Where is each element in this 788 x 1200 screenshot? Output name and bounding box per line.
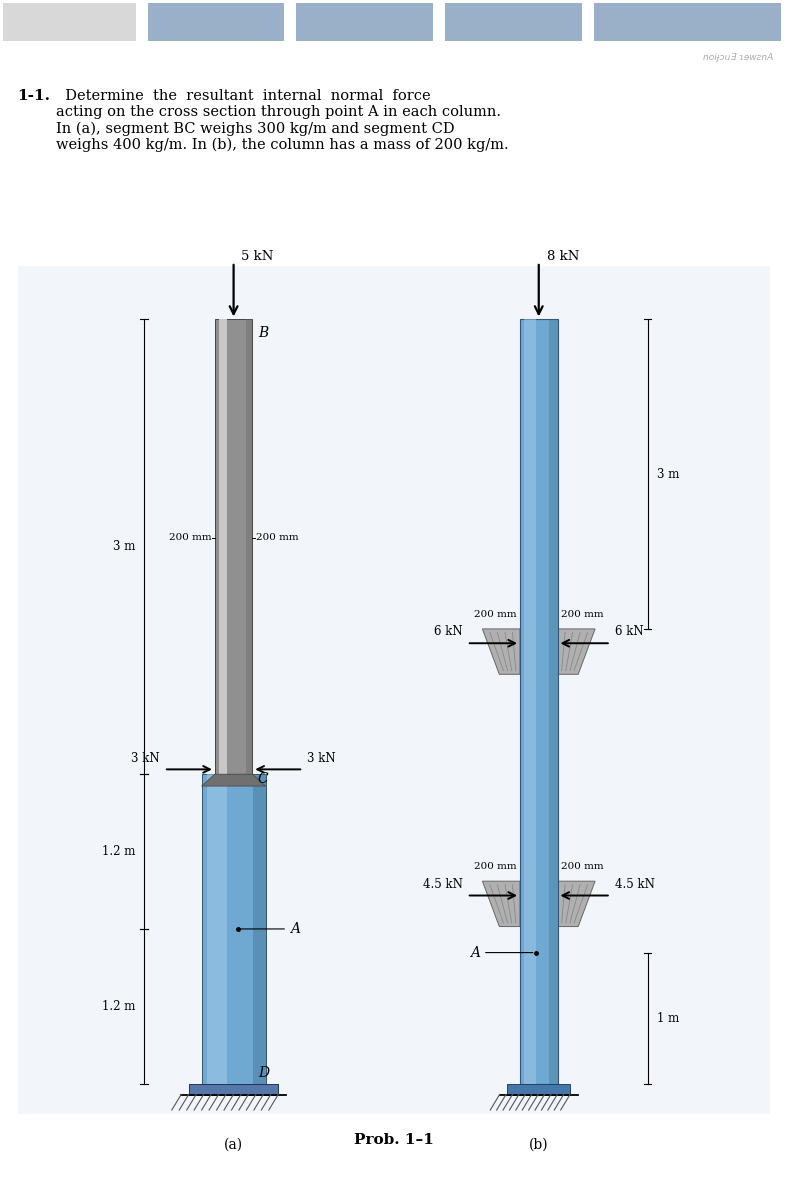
Text: 3 kN: 3 kN [307, 751, 336, 764]
Text: 4.5 kN: 4.5 kN [423, 877, 463, 890]
Text: 200 mm: 200 mm [474, 863, 517, 871]
FancyBboxPatch shape [593, 2, 782, 41]
Text: C: C [258, 772, 269, 786]
Text: Prob. 1–1: Prob. 1–1 [354, 1133, 434, 1147]
Text: 5 kN: 5 kN [241, 250, 273, 263]
Polygon shape [507, 1084, 570, 1094]
Text: noiɟɔuƎ ɿɘwƨnA: noiɟɔuƎ ɿɘwƨnA [703, 53, 774, 62]
FancyBboxPatch shape [296, 2, 433, 41]
Text: A: A [240, 922, 300, 936]
Text: 8 kN: 8 kN [547, 250, 579, 263]
Polygon shape [558, 881, 595, 926]
Text: 6 kN: 6 kN [434, 625, 463, 638]
Text: D: D [258, 1066, 269, 1080]
FancyBboxPatch shape [445, 2, 582, 41]
Text: Determine  the  resultant  internal  normal  force
acting on the cross section t: Determine the resultant internal normal … [56, 89, 508, 152]
Text: 3 m: 3 m [657, 468, 679, 481]
Text: 1.2 m: 1.2 m [102, 845, 135, 858]
Text: 1.2 m: 1.2 m [102, 1000, 135, 1013]
Text: 200 mm: 200 mm [255, 533, 298, 542]
Polygon shape [482, 629, 520, 674]
FancyBboxPatch shape [3, 2, 136, 41]
Text: 200 mm: 200 mm [560, 610, 604, 619]
Polygon shape [219, 319, 227, 774]
Text: 200 mm: 200 mm [560, 863, 604, 871]
FancyBboxPatch shape [147, 2, 284, 41]
Text: 3 m: 3 m [113, 540, 135, 553]
Polygon shape [202, 774, 266, 786]
Text: 3 kN: 3 kN [132, 751, 160, 764]
Text: 1-1.: 1-1. [17, 89, 50, 103]
Polygon shape [549, 319, 558, 1084]
Polygon shape [558, 629, 595, 674]
Text: 200 mm: 200 mm [169, 533, 212, 542]
Text: B: B [258, 326, 268, 341]
Text: 4.5 kN: 4.5 kN [615, 877, 655, 890]
FancyBboxPatch shape [18, 265, 770, 1114]
Polygon shape [524, 319, 536, 1084]
Text: 1 m: 1 m [657, 1012, 679, 1025]
Text: A: A [470, 946, 533, 960]
Text: (a): (a) [224, 1138, 243, 1152]
Polygon shape [189, 1084, 278, 1094]
Text: 200 mm: 200 mm [474, 610, 517, 619]
Polygon shape [202, 774, 266, 1084]
Text: (b): (b) [529, 1138, 548, 1152]
Polygon shape [253, 774, 266, 1084]
Text: 6 kN: 6 kN [615, 625, 643, 638]
Polygon shape [206, 774, 227, 1084]
Polygon shape [520, 319, 558, 1084]
Polygon shape [215, 319, 252, 774]
Polygon shape [246, 319, 252, 774]
Polygon shape [482, 881, 520, 926]
